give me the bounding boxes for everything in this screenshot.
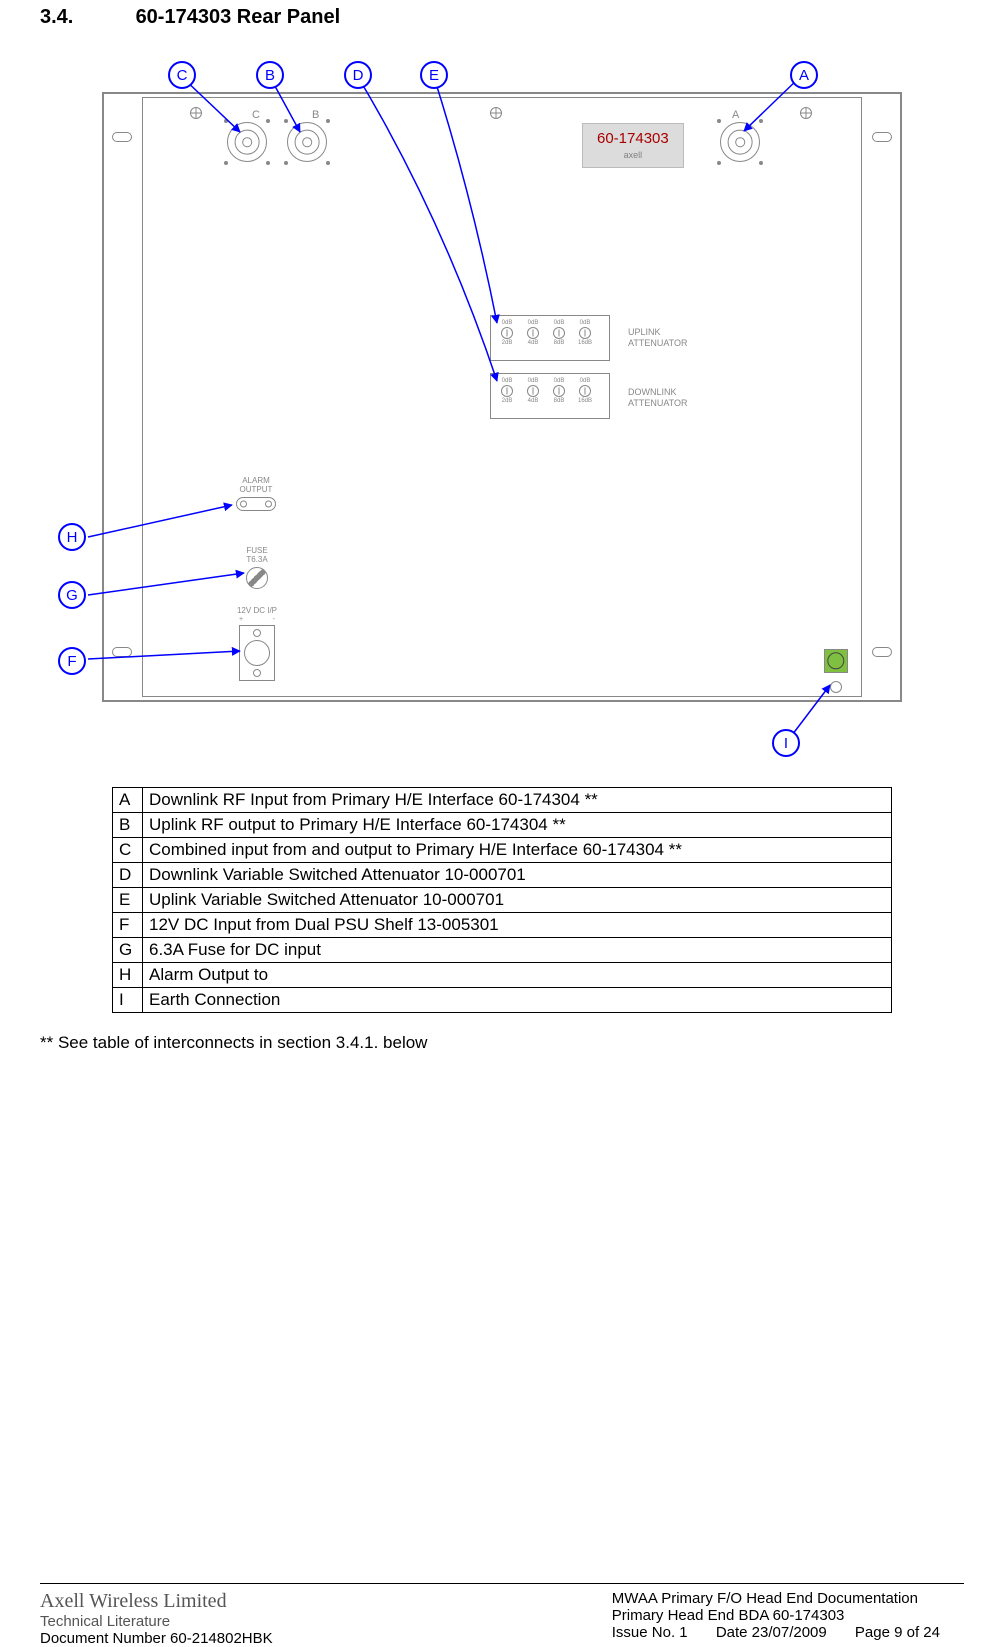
section-number: 3.4. [40,6,130,29]
callout-c: C [168,61,196,89]
callout-b: B [256,61,284,89]
leader-lines [72,37,932,757]
legend-table: ADownlink RF Input from Primary H/E Inte… [112,787,892,1013]
legend-desc: Downlink Variable Switched Attenuator 10… [143,863,892,888]
callout-f: F [58,647,86,675]
section-title: 60-174303 Rear Panel [136,6,341,28]
footer-brand: Axell Wireless Limited [40,1590,273,1613]
legend-desc: Earth Connection [143,988,892,1013]
legend-key: D [113,863,143,888]
callout-g: G [58,581,86,609]
callout-d: D [344,61,372,89]
callout-e: E [420,61,448,89]
rear-panel-diagram: C B A 60-174303 axell 0dB2dB 0dB4dB 0dB8… [72,37,932,757]
callout-i: I [772,729,800,757]
table-row: HAlarm Output to [113,963,892,988]
legend-key: B [113,813,143,838]
legend-desc: 12V DC Input from Dual PSU Shelf 13-0053… [143,913,892,938]
legend-key: G [113,938,143,963]
legend-key: I [113,988,143,1013]
table-row: CCombined input from and output to Prima… [113,838,892,863]
legend-key: E [113,888,143,913]
callout-h: H [58,523,86,551]
legend-desc: Alarm Output to [143,963,892,988]
page-footer: Axell Wireless Limited Technical Literat… [40,1583,964,1647]
legend-key: F [113,913,143,938]
legend-desc: 6.3A Fuse for DC input [143,938,892,963]
section-heading: 3.4. 60-174303 Rear Panel [40,6,964,29]
footer-date: Date 23/07/2009 [716,1624,827,1641]
footer-issue: Issue No. 1 [612,1624,688,1641]
table-row: ADownlink RF Input from Primary H/E Inte… [113,788,892,813]
footer-title1: MWAA Primary F/O Head End Documentation [612,1590,964,1607]
table-row: F12V DC Input from Dual PSU Shelf 13-005… [113,913,892,938]
legend-key: C [113,838,143,863]
table-row: IEarth Connection [113,988,892,1013]
footer-docnum: Document Number 60-214802HBK [40,1630,273,1647]
callout-a: A [790,61,818,89]
legend-desc: Downlink RF Input from Primary H/E Inter… [143,788,892,813]
footer-sub: Technical Literature [40,1613,273,1630]
legend-desc: Combined input from and output to Primar… [143,838,892,863]
table-row: DDownlink Variable Switched Attenuator 1… [113,863,892,888]
legend-key: H [113,963,143,988]
footer-page: Page 9 of 24 [855,1624,940,1641]
footnote: ** See table of interconnects in section… [40,1033,964,1053]
table-row: G6.3A Fuse for DC input [113,938,892,963]
legend-key: A [113,788,143,813]
footer-title2: Primary Head End BDA 60-174303 [612,1607,964,1624]
legend-desc: Uplink RF output to Primary H/E Interfac… [143,813,892,838]
table-row: BUplink RF output to Primary H/E Interfa… [113,813,892,838]
legend-desc: Uplink Variable Switched Attenuator 10-0… [143,888,892,913]
table-row: EUplink Variable Switched Attenuator 10-… [113,888,892,913]
